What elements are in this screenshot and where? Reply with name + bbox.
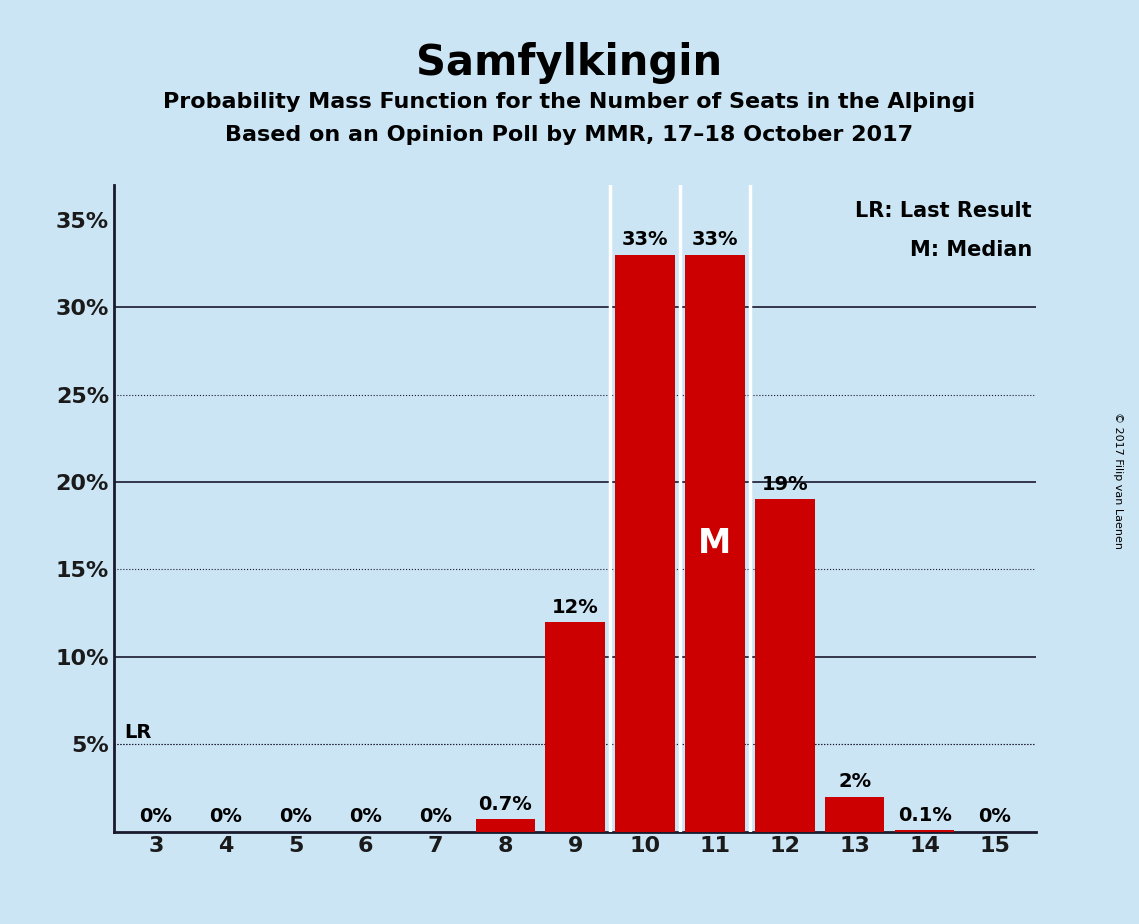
Text: M: M (698, 527, 731, 560)
Text: 19%: 19% (762, 475, 809, 494)
Text: 0%: 0% (210, 808, 243, 826)
Bar (615, 255, 674, 832)
Text: 33%: 33% (622, 230, 669, 249)
Text: M: Median: M: Median (910, 239, 1032, 260)
Text: 0%: 0% (279, 808, 312, 826)
Text: Samfylkingin: Samfylkingin (417, 42, 722, 83)
Bar (755, 500, 814, 832)
Text: © 2017 Filip van Laenen: © 2017 Filip van Laenen (1114, 412, 1123, 549)
Text: 0.7%: 0.7% (478, 796, 532, 814)
Text: 12%: 12% (551, 598, 599, 616)
Bar (895, 830, 954, 832)
Bar (476, 820, 535, 832)
Text: 0%: 0% (419, 808, 452, 826)
Text: 0.1%: 0.1% (898, 806, 951, 824)
Text: LR: LR (124, 723, 151, 742)
Bar (686, 255, 745, 832)
Bar (825, 796, 885, 832)
Bar (546, 622, 605, 832)
Text: 33%: 33% (691, 230, 738, 249)
Text: 0%: 0% (139, 808, 172, 826)
Text: 0%: 0% (978, 808, 1011, 826)
Text: LR: Last Result: LR: Last Result (855, 201, 1032, 221)
Text: 0%: 0% (349, 808, 382, 826)
Text: 2%: 2% (838, 772, 871, 791)
Text: Based on an Opinion Poll by MMR, 17–18 October 2017: Based on an Opinion Poll by MMR, 17–18 O… (226, 125, 913, 145)
Text: Probability Mass Function for the Number of Seats in the Alþingi: Probability Mass Function for the Number… (163, 92, 976, 113)
